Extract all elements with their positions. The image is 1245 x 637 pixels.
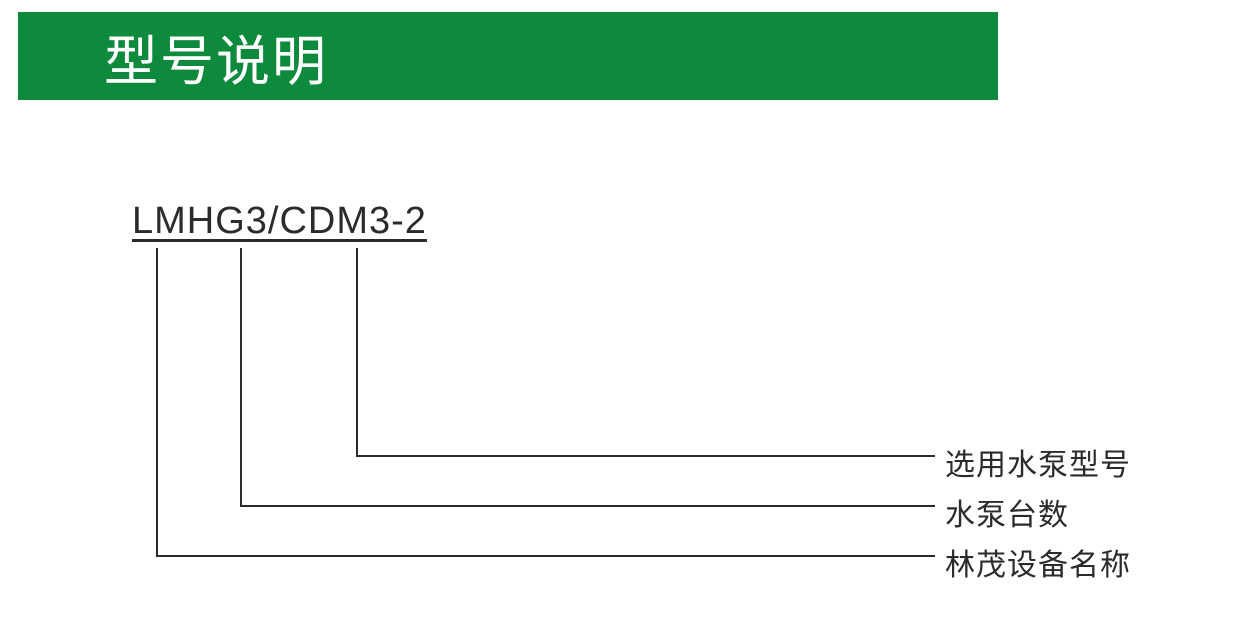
bracket-v1 <box>156 248 158 557</box>
bracket-h1 <box>356 455 935 457</box>
bracket-v2 <box>240 248 242 507</box>
label-pump-count: 水泵台数 <box>945 490 1069 534</box>
title-bar: 型号说明 <box>18 12 998 100</box>
label-equipment-name: 林茂设备名称 <box>945 540 1131 584</box>
bracket-h3 <box>156 555 935 557</box>
model-code: LMHG3/CDM3-2 <box>132 200 427 243</box>
bracket-h2 <box>240 505 935 507</box>
title-text: 型号说明 <box>104 17 328 96</box>
label-pump-model: 选用水泵型号 <box>945 440 1131 484</box>
bracket-v3 <box>356 248 358 457</box>
